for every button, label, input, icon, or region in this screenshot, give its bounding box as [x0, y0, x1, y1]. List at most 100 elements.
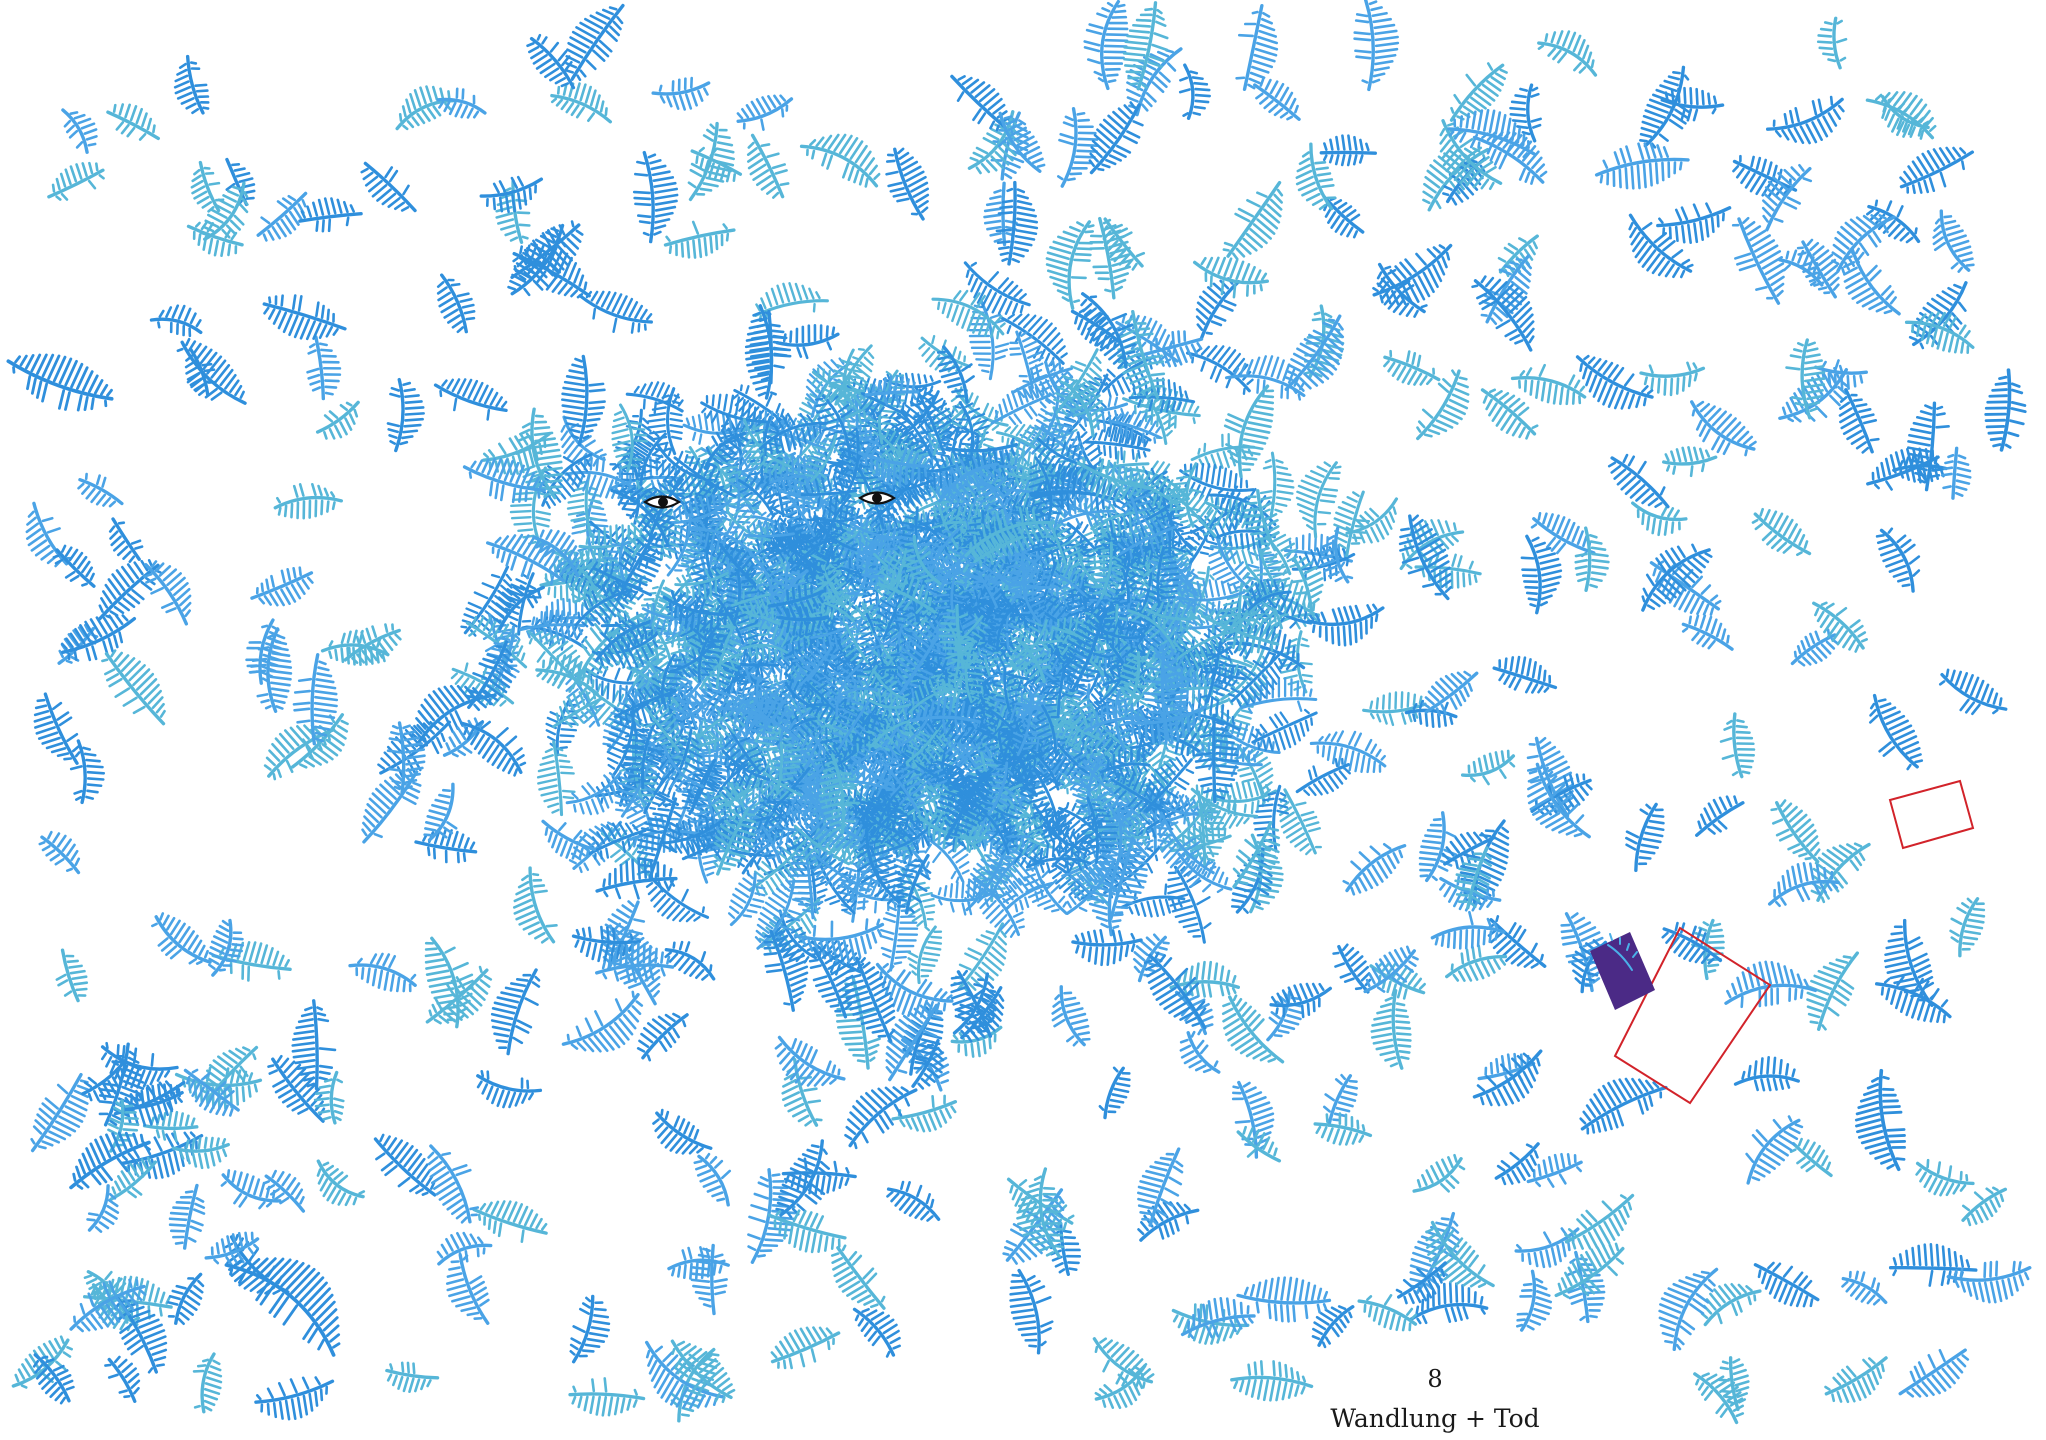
feather	[1611, 207, 1698, 292]
feather	[50, 619, 102, 671]
feather	[1546, 1234, 1635, 1313]
feather	[1983, 369, 2029, 452]
feather	[966, 300, 1012, 381]
feather	[1440, 938, 1509, 989]
feather	[437, 1251, 499, 1333]
feather	[1178, 64, 1211, 119]
feather	[1130, 1189, 1202, 1248]
feather	[558, 987, 656, 1072]
feather	[631, 150, 680, 242]
feather	[1804, 590, 1875, 659]
feather	[1079, 0, 1131, 90]
feather	[820, 1239, 896, 1322]
feather	[1039, 215, 1097, 309]
feather	[1356, 939, 1426, 1005]
feather	[35, 824, 91, 880]
feather	[182, 216, 245, 262]
feather	[430, 368, 512, 426]
feather	[91, 639, 181, 736]
feather	[661, 934, 723, 987]
feather	[1848, 1069, 1911, 1176]
feather	[572, 281, 656, 343]
feather	[1307, 721, 1392, 780]
feather	[1910, 1156, 1976, 1205]
feather	[23, 689, 89, 774]
feather	[221, 1224, 368, 1361]
feather	[0, 339, 120, 424]
feather	[628, 1000, 695, 1066]
feather	[1734, 1056, 1798, 1092]
feather	[167, 54, 213, 119]
feather	[1931, 662, 2012, 729]
feather	[1247, 71, 1310, 129]
feather	[1718, 712, 1757, 778]
feather	[1369, 990, 1413, 1071]
feather	[1559, 1184, 1648, 1262]
feather	[1816, 18, 1848, 70]
feather	[346, 759, 431, 853]
feather	[1617, 799, 1671, 875]
feather	[258, 1047, 339, 1134]
feather	[1745, 500, 1819, 567]
feather	[481, 961, 549, 1058]
feather	[1515, 1270, 1557, 1335]
feather	[1663, 445, 1718, 478]
feather	[1333, 828, 1413, 902]
feather	[1354, 1285, 1422, 1337]
feather	[73, 468, 128, 516]
feather	[173, 1137, 230, 1170]
feather	[1213, 172, 1300, 270]
feather	[1005, 327, 1050, 391]
caption-block: 8 Wandlung + Tod	[1285, 1365, 1585, 1435]
feather	[57, 100, 105, 156]
feather	[142, 907, 219, 980]
feather	[353, 152, 427, 224]
feather	[150, 299, 206, 339]
feather	[1644, 1253, 1724, 1353]
feather	[1569, 1061, 1672, 1142]
feather	[564, 1294, 616, 1369]
feather	[1468, 1042, 1557, 1120]
feather	[247, 561, 319, 617]
feather	[414, 825, 479, 866]
feather	[1893, 134, 1981, 203]
feather	[764, 1030, 849, 1103]
feather	[1230, 1121, 1287, 1173]
feather	[102, 96, 166, 149]
feather	[1307, 601, 1388, 651]
feather	[1097, 1065, 1135, 1122]
feather	[1686, 787, 1749, 844]
page-number: 8	[1285, 1365, 1585, 1393]
feather	[798, 117, 892, 193]
feather	[431, 1224, 493, 1270]
feather	[242, 616, 286, 685]
feather	[1409, 366, 1482, 453]
feather	[995, 181, 1040, 265]
feather	[1509, 358, 1590, 410]
right-eye-icon	[860, 493, 894, 504]
feather	[652, 75, 713, 115]
feather	[1947, 1258, 2033, 1307]
feather	[1408, 1150, 1472, 1207]
feather	[384, 1360, 439, 1395]
feather	[101, 1350, 150, 1406]
feather	[750, 276, 829, 323]
feather	[253, 1369, 340, 1427]
feather	[1814, 358, 1867, 391]
feather	[435, 84, 489, 124]
feather	[258, 287, 351, 351]
feather	[1679, 607, 1741, 658]
feather	[136, 551, 206, 630]
feather	[49, 946, 92, 1005]
feather	[303, 335, 343, 400]
feather	[1891, 1337, 1977, 1412]
feather	[1431, 910, 1505, 951]
feather	[41, 155, 108, 208]
left-eye-icon	[645, 497, 679, 508]
feather	[1761, 854, 1840, 910]
feather	[736, 128, 797, 204]
small-red-frame	[1890, 781, 1973, 848]
feather	[312, 395, 369, 447]
feather	[503, 865, 562, 950]
